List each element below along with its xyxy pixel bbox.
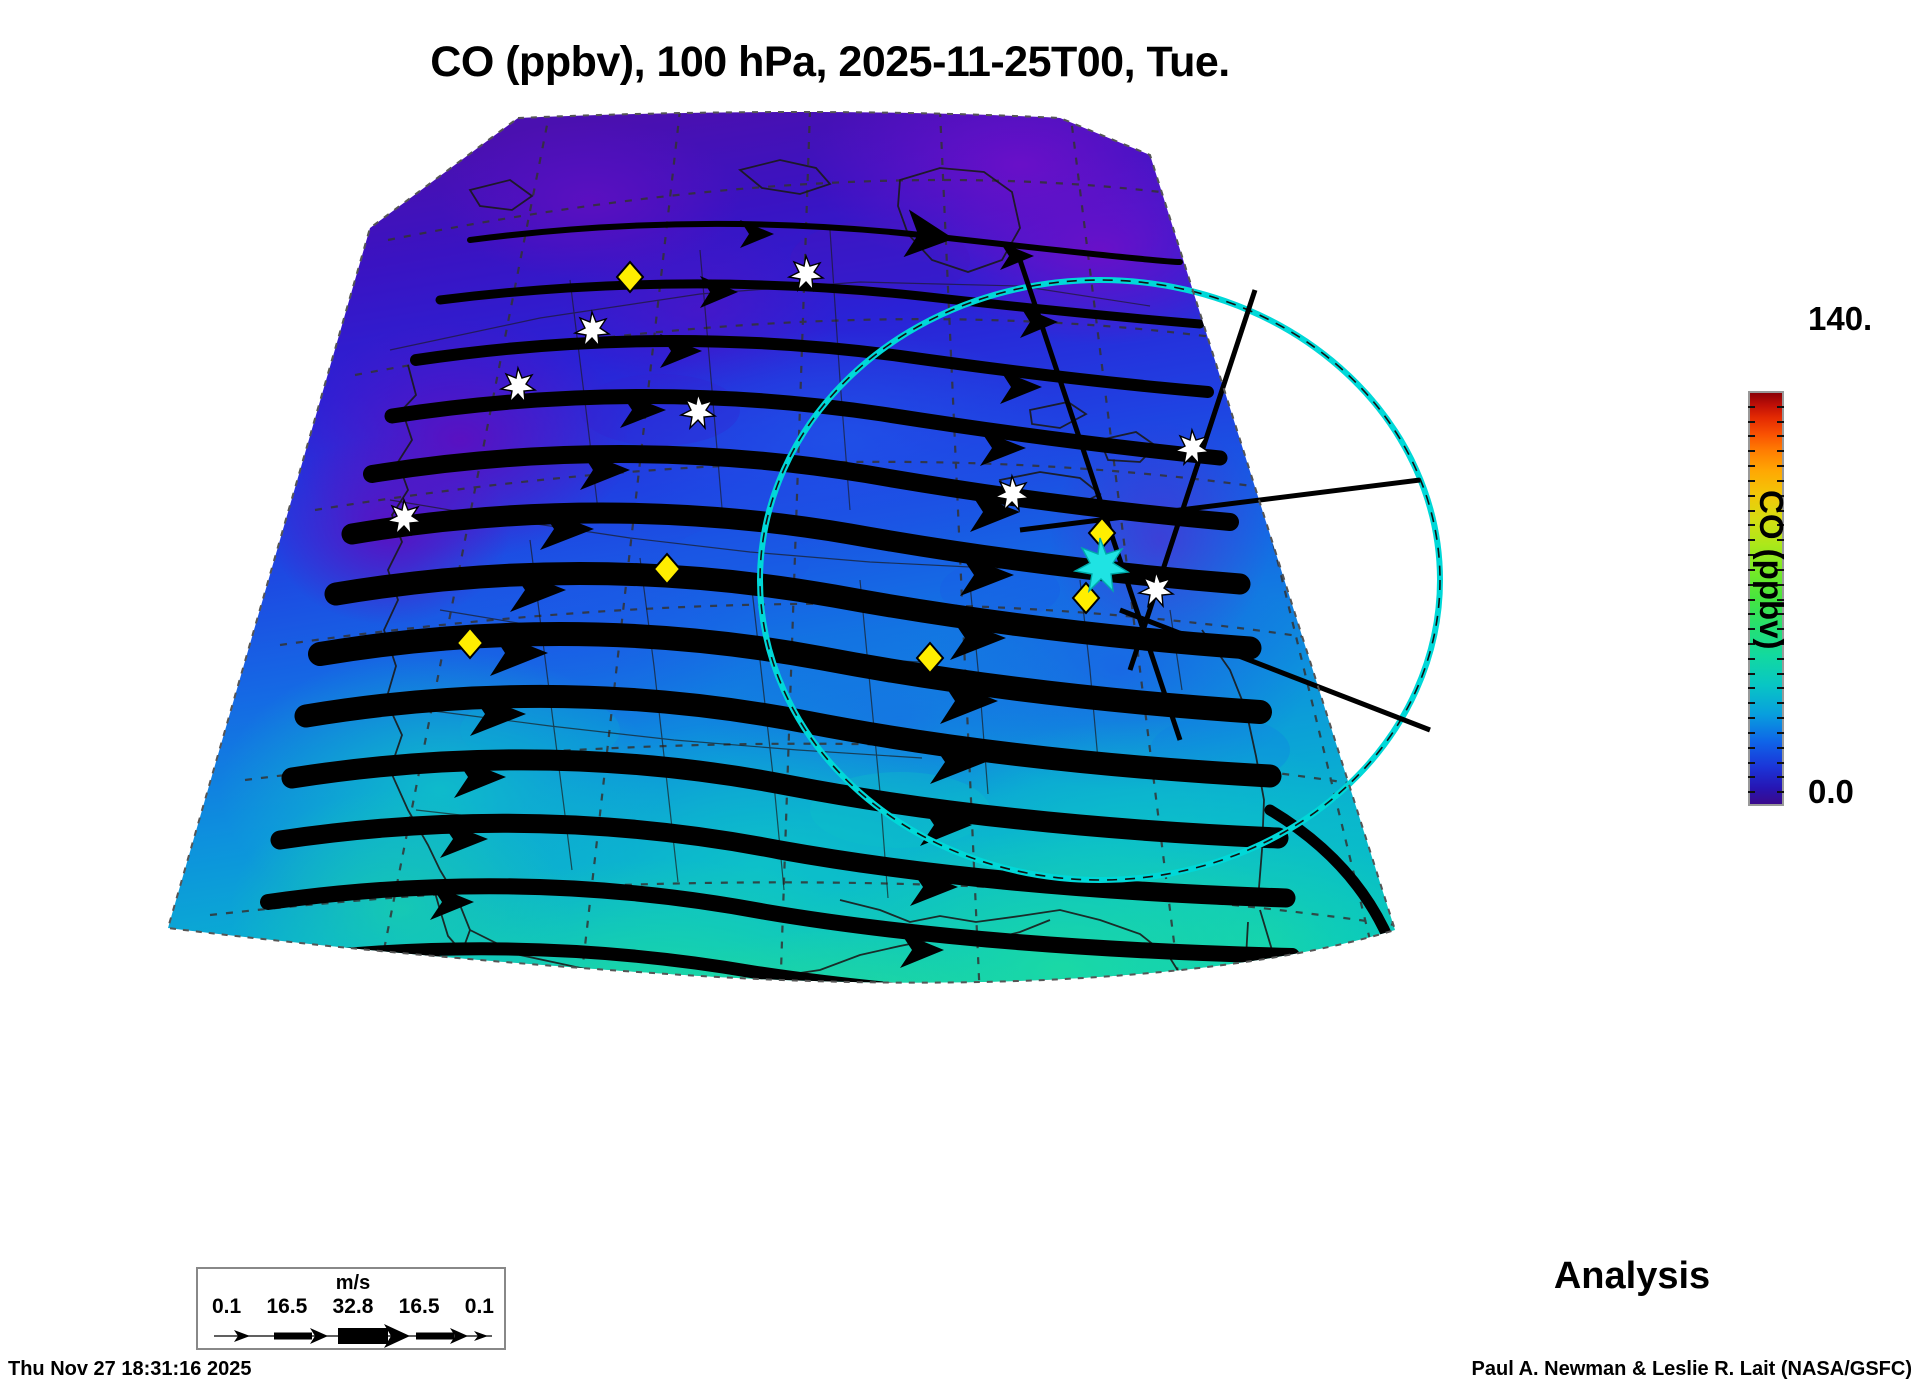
credit-line: Paul A. Newman & Leslie R. Lait (NASA/GS… [1471,1358,1912,1380]
streamline-arrowheads [420,220,1058,980]
wind-arrow-scale [214,1324,492,1348]
site-star-white [498,365,538,405]
site-markers [384,253,1212,675]
site-diamond-yellow [1071,581,1101,615]
colorbar-axis-label: CO (ppbv) [1753,490,1790,650]
wind-value: 0.1 [464,1295,494,1318]
range-ring-outline [759,279,1441,881]
site-diamond-yellow [915,641,945,675]
station-star-cyan [1072,537,1131,594]
wind-streamlines [249,209,1395,983]
wind-speed-legend: m/s 0.1 16.5 32.8 16.5 0.1 [196,1267,506,1350]
wind-units-label: m/s [335,1272,371,1294]
transect-lines [1017,259,1431,741]
wind-value-labels: 0.1 16.5 32.8 16.5 0.1 [198,1295,508,1319]
site-star-white [384,497,424,537]
site-star-white [572,309,612,349]
site-star-white [1136,569,1176,609]
site-star-white [1172,427,1212,467]
site-diamond-yellow [455,626,485,660]
wind-value: 32.8 [332,1295,374,1318]
wind-value: 0.1 [212,1295,242,1318]
map-svg [166,111,1443,984]
site-star-white [678,391,718,431]
wind-value: 16.5 [398,1295,440,1318]
map-panel [140,110,1560,1240]
site-diamond-yellow [652,552,682,586]
wind-value: 16.5 [266,1295,308,1318]
product-label: Analysis [1553,1255,1711,1297]
site-diamond-yellow [615,260,645,294]
render-timestamp: Thu Nov 27 18:31:16 2025 [8,1358,252,1380]
site-star-white [992,473,1032,513]
colorbar-ticks [1748,391,1784,806]
site-star-white [786,253,826,293]
map-boundary [166,111,1397,984]
colorbar-min-label: 0.0 [1808,773,1854,810]
page-title: CO (ppbv), 100 hPa, 2025-11-25T00, Tue. [430,38,1230,86]
colorbar-max-label: 140. [1808,300,1873,337]
